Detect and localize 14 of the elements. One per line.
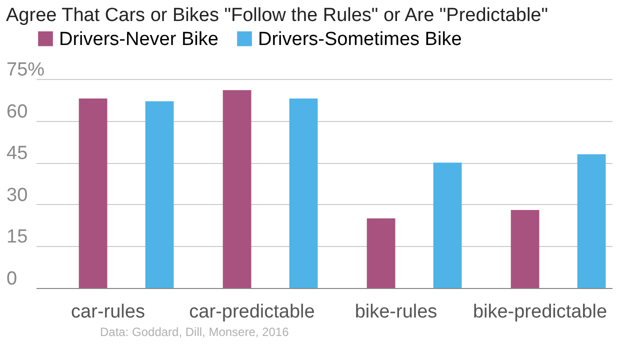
- chart-title: Agree That Cars or Bikes "Follow the Rules" or Are "Predictable": [6, 5, 548, 26]
- x-tick-label: bike-predictable: [472, 302, 608, 322]
- y-tick-label: 45: [6, 143, 28, 164]
- y-tick-label: 75%: [6, 60, 45, 80]
- x-tick-label: bike-rules: [354, 302, 438, 322]
- y-tick-label: 30: [6, 184, 28, 206]
- x-tick-label: car-predictable: [189, 302, 315, 322]
- y-tick-label: 15: [6, 226, 28, 248]
- y-tick-label: 60: [6, 101, 28, 122]
- legend-label: Drivers-Sometimes Bike: [258, 28, 462, 50]
- text: Data: Goddard, Dill, Monsere, 2016: [100, 325, 290, 339]
- x-tick-label: car-rules: [71, 302, 145, 322]
- legend-label: Drivers-Never Bike: [59, 28, 218, 50]
- y-tick-label: 0: [6, 268, 18, 290]
